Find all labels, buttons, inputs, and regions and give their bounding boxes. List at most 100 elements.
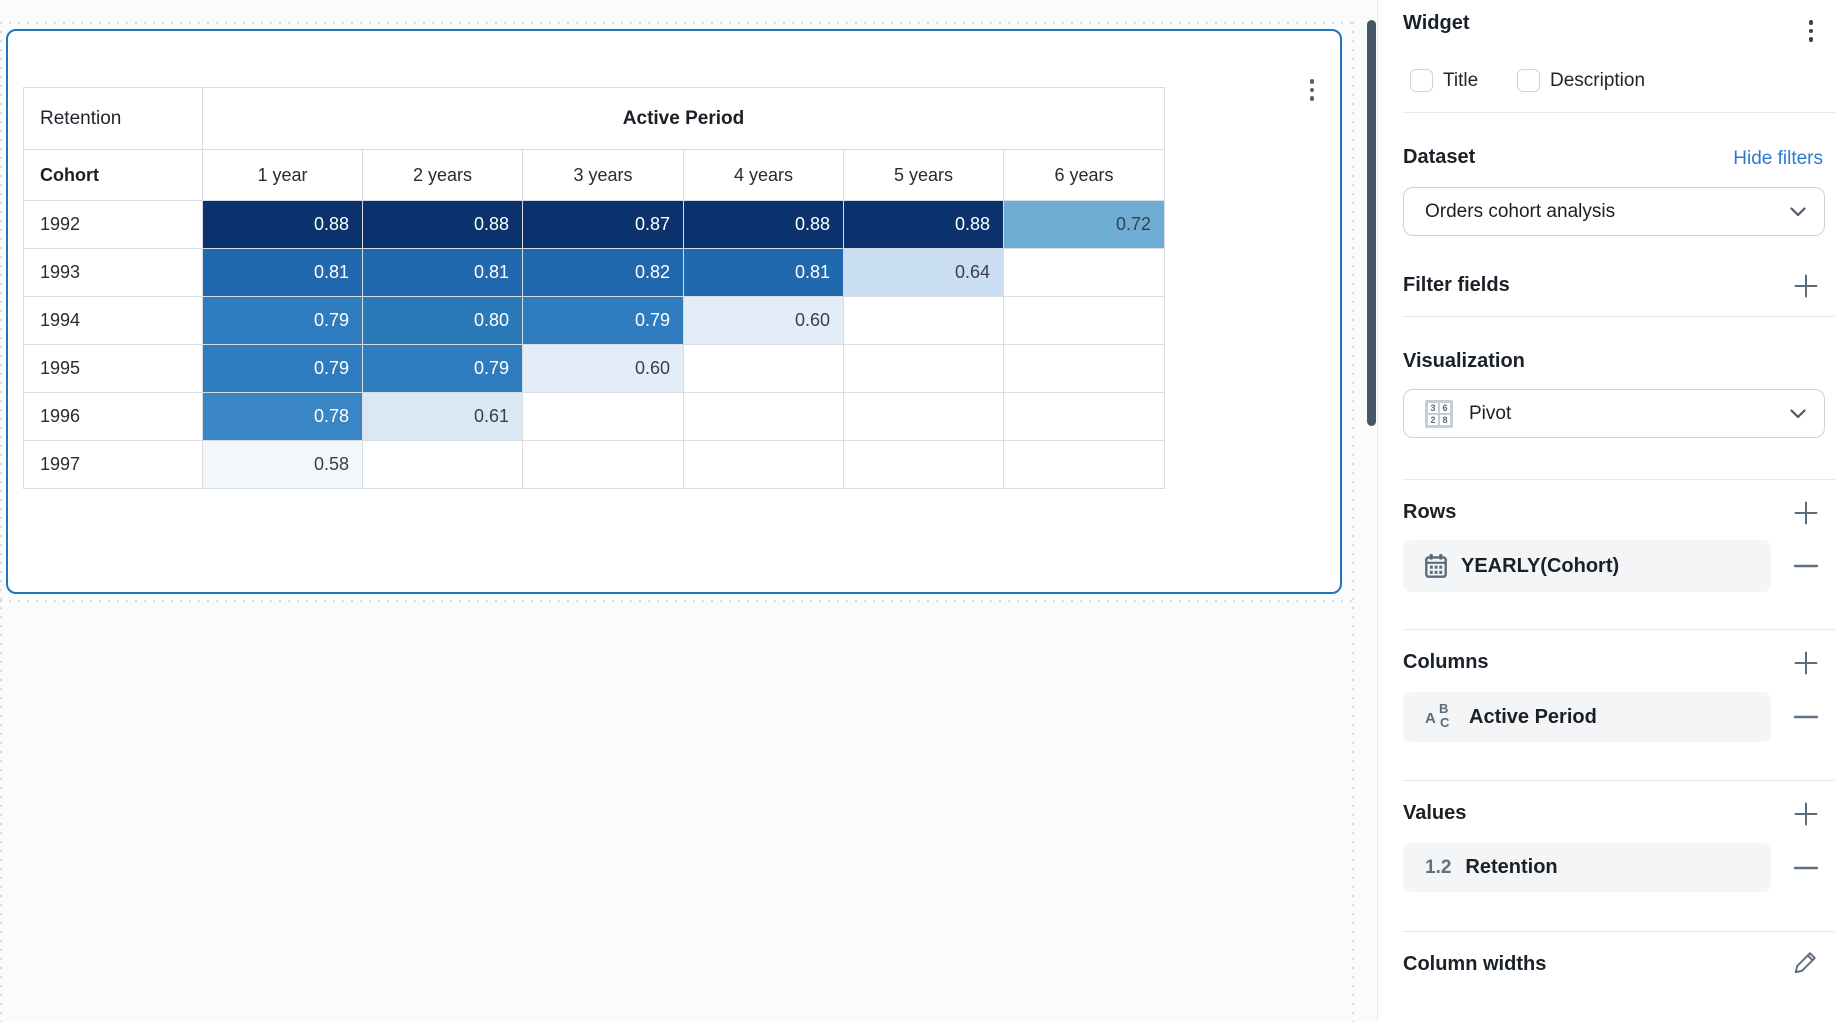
pivot-row-dimension-header: Cohort: [23, 149, 203, 201]
pivot-table-row: 1992 0.88 0.88 0.87 0.88 0.88 0.72: [23, 200, 1165, 249]
pivot-cell: 0.78: [202, 392, 363, 441]
canvas-scrollbar-thumb[interactable]: [1367, 20, 1376, 426]
grid-dotted-line-left: [0, 22, 2, 1022]
pivot-cell: 0.88: [362, 200, 523, 249]
minus-icon: [1793, 564, 1819, 568]
values-field-pill[interactable]: 1.2 Retention: [1403, 843, 1771, 892]
rows-heading: Rows: [1403, 501, 1457, 523]
pivot-cell: 0.79: [362, 344, 523, 393]
hide-filters-link[interactable]: Hide filters: [1733, 148, 1823, 169]
pivot-cell: 0.79: [522, 296, 684, 345]
pivot-cell: [1003, 296, 1165, 345]
rows-field-pill[interactable]: YEARLY(Cohort): [1403, 540, 1771, 592]
dataset-selected-value: Orders cohort analysis: [1425, 200, 1616, 222]
pivot-row-header: 1994: [23, 296, 203, 345]
pivot-cell: [843, 296, 1004, 345]
pivot-row-header: 1997: [23, 440, 203, 489]
pivot-cell: [1003, 248, 1165, 297]
pivot-cell: 0.81: [362, 248, 523, 297]
pivot-cell: [843, 344, 1004, 393]
pivot-table-row: 1994 0.79 0.80 0.79 0.60: [23, 296, 1165, 345]
pivot-cell: 0.88: [683, 200, 844, 249]
remove-column-field-button[interactable]: [1792, 703, 1820, 731]
grid-dotted-line-top: [0, 22, 1356, 24]
widget-kebab-icon[interactable]: [1306, 75, 1318, 105]
chevron-down-icon: [1790, 206, 1806, 217]
pivot-cell: 0.61: [362, 392, 523, 441]
settings-panel: Widget Title Description Dataset Hide fi…: [1377, 0, 1836, 1022]
title-checkbox-row: Title: [1410, 69, 1478, 92]
pivot-cell: [683, 392, 844, 441]
add-filter-field-button[interactable]: [1792, 272, 1820, 300]
remove-value-field-button[interactable]: [1792, 854, 1820, 882]
filter-fields-heading: Filter fields: [1403, 274, 1510, 296]
section-divider: [1403, 629, 1836, 630]
pivot-cell: [683, 440, 844, 489]
number-field-icon: 1.2: [1425, 856, 1452, 878]
pivot-cell: 0.80: [362, 296, 523, 345]
pivot-table-row: 1995 0.79 0.79 0.60: [23, 344, 1165, 393]
pivot-cell: 0.79: [202, 296, 363, 345]
title-checkbox[interactable]: [1410, 69, 1433, 92]
plus-icon: [1794, 274, 1818, 298]
pivot-cell: [1003, 344, 1165, 393]
pivot-cell: [522, 440, 684, 489]
pivot-column-header: 2 years: [362, 149, 523, 201]
chevron-down-icon: [1790, 408, 1806, 419]
pivot-cell: [1003, 440, 1165, 489]
description-checkbox[interactable]: [1517, 69, 1540, 92]
pivot-column-header: 6 years: [1003, 149, 1165, 201]
title-checkbox-label: Title: [1443, 69, 1479, 91]
pivot-cell: 0.81: [683, 248, 844, 297]
plus-icon: [1794, 802, 1818, 826]
pivot-cell: 0.72: [1003, 200, 1165, 249]
pivot-row-header: 1995: [23, 344, 203, 393]
values-heading: Values: [1403, 802, 1467, 824]
pivot-column-header: 3 years: [522, 149, 684, 201]
add-row-button[interactable]: [1792, 499, 1820, 527]
dashboard-canvas: Retention Active Period Cohort 1 year 2 y…: [0, 22, 1356, 1022]
pivot-cell: [362, 440, 523, 489]
pivot-cell: 0.64: [843, 248, 1004, 297]
column-widths-heading: Column widths: [1403, 953, 1547, 975]
pivot-widget-card[interactable]: Retention Active Period Cohort 1 year 2 y…: [6, 29, 1342, 594]
dataset-heading: Dataset: [1403, 146, 1476, 168]
pencil-icon: [1794, 952, 1816, 974]
section-divider: [1403, 931, 1836, 932]
pivot-row-header: 1993: [23, 248, 203, 297]
add-value-button[interactable]: [1792, 800, 1820, 828]
visualization-selected-value: Pivot: [1469, 402, 1512, 424]
pivot-cell: [843, 392, 1004, 441]
section-divider: [1403, 112, 1836, 113]
pivot-column-header: 5 years: [843, 149, 1004, 201]
visualization-heading: Visualization: [1403, 350, 1525, 372]
remove-row-field-button[interactable]: [1792, 552, 1820, 580]
pivot-column-header: 1 year: [202, 149, 363, 201]
plus-icon: [1794, 501, 1818, 525]
description-checkbox-label: Description: [1550, 69, 1646, 91]
panel-kebab-icon[interactable]: [1805, 16, 1817, 46]
columns-field-label: Active Period: [1469, 705, 1597, 728]
calendar-icon: [1425, 554, 1447, 578]
dataset-select[interactable]: Orders cohort analysis: [1403, 187, 1825, 236]
panel-title: Widget: [1403, 12, 1470, 34]
section-divider: [1403, 316, 1836, 317]
description-checkbox-row: Description: [1517, 69, 1645, 92]
pivot-cell: 0.88: [202, 200, 363, 249]
pivot-cell: 0.87: [522, 200, 684, 249]
pivot-table: Retention Active Period Cohort 1 year 2 y…: [23, 87, 1165, 489]
add-column-button[interactable]: [1792, 649, 1820, 677]
grid-dotted-line-bottom: [0, 600, 1356, 602]
columns-heading: Columns: [1403, 651, 1489, 673]
pivot-cell: 0.60: [683, 296, 844, 345]
grid-dotted-line-right: [1352, 22, 1354, 1022]
section-divider: [1403, 479, 1836, 480]
edit-column-widths-button[interactable]: [1792, 948, 1820, 976]
pivot-cell: [843, 440, 1004, 489]
pivot-row-header: 1992: [23, 200, 203, 249]
minus-icon: [1793, 866, 1819, 870]
pivot-cell: 0.88: [843, 200, 1004, 249]
pivot-cell: 0.81: [202, 248, 363, 297]
